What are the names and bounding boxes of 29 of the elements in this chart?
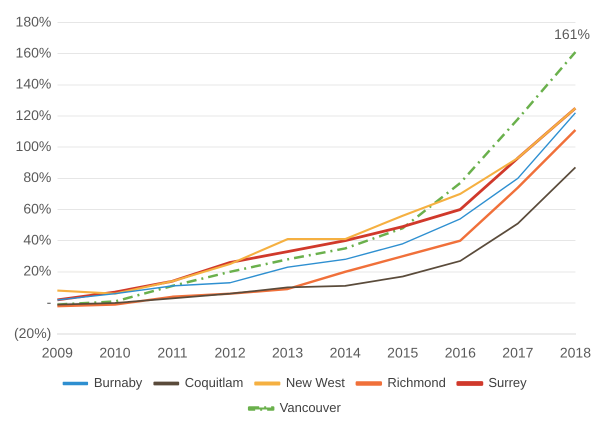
y-tick-label: 140% bbox=[16, 76, 52, 92]
x-tick-label: 2018 bbox=[560, 344, 592, 360]
x-tick-label: 2009 bbox=[42, 344, 74, 360]
x-tick-label: 2016 bbox=[444, 344, 476, 360]
legend-label: Burnaby bbox=[94, 375, 143, 390]
y-tick-label: 160% bbox=[16, 44, 52, 60]
x-tick-label: 2012 bbox=[214, 344, 246, 360]
x-tick-label: 2017 bbox=[502, 344, 534, 360]
legend-label: Surrey bbox=[488, 375, 528, 390]
y-tick-label: 20% bbox=[23, 262, 52, 279]
legend-label: Coquitlam bbox=[184, 375, 244, 390]
legend-label: New West bbox=[286, 375, 346, 390]
y-tick-label: 100% bbox=[16, 138, 52, 154]
y-tick-label: 80% bbox=[23, 169, 52, 186]
legend-label: Vancouver bbox=[280, 400, 342, 416]
x-tick-label: 2013 bbox=[272, 344, 304, 360]
y-tick-label: (20%) bbox=[14, 325, 52, 342]
legend-label: Richmond bbox=[387, 375, 446, 390]
annotation: 161% bbox=[554, 26, 590, 42]
y-tick-label: 60% bbox=[23, 200, 52, 216]
line-series bbox=[56, 50, 577, 306]
x-tick-label: 2010 bbox=[99, 344, 131, 360]
x-tick-label: 2015 bbox=[387, 344, 419, 360]
y-tick-label: 180% bbox=[16, 13, 52, 30]
x-tick-label: 2014 bbox=[330, 344, 361, 360]
x-tick-label: 2011 bbox=[157, 344, 188, 360]
y-tick-label: - bbox=[46, 294, 52, 310]
y-tick-label: 40% bbox=[23, 232, 52, 248]
y-tick-label: 120% bbox=[16, 106, 52, 123]
